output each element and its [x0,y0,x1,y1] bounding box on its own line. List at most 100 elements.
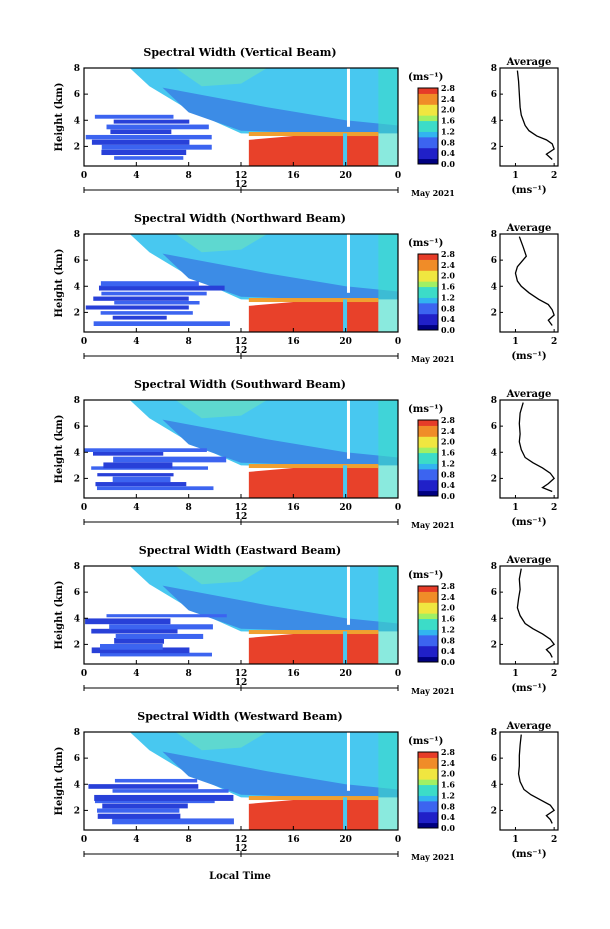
heatmap-orange-edge [248,630,379,635]
x-tick-label: 20 [339,835,352,845]
heatmap-streak [94,798,215,804]
heatmap-upper-highlight [175,732,268,751]
heatmap-streak [97,808,180,813]
x-tick-label: 12 [235,337,248,347]
avg-profile-line [514,236,555,326]
heatmap-red-block [248,797,379,830]
panel-title: Spectral Width (Eastward Beam) [139,544,341,557]
colorbar-band [418,800,438,807]
heatmap-streak [101,291,207,296]
colorbar-band [418,806,438,813]
y-tick-label: 2 [74,640,80,650]
heatmap-streak [112,818,234,825]
colorbar-band [418,645,438,652]
avg-x-tick-label: 1 [512,669,518,679]
avg-y-tick-label: 4 [491,780,497,790]
heatmap-streak [97,813,181,819]
heatmap-streak [100,311,193,315]
colorbar-tick-label: 2.4 [441,260,455,270]
panel-title: Spectral Width (Vertical Beam) [143,46,336,59]
y-axis-label: Height (km) [54,747,65,816]
colorbar-band [418,425,438,432]
heatmap-streak [109,624,213,630]
colorbar-tick-label: 1.2 [441,624,455,634]
panel-title: Spectral Width (Northward Beam) [134,212,346,225]
avg-unit-label: (ms⁻¹) [511,517,546,528]
colorbar-tick-label: 0.8 [441,303,455,313]
x-tick-label: 4 [133,171,139,181]
heatmap-streak [88,784,199,789]
colorbar-tick-label: 2.8 [441,415,455,425]
colorbar-band [418,308,438,315]
y-tick-label: 2 [74,474,80,484]
heatmap-gap [343,797,348,830]
colorbar-tick-label: 2.0 [441,271,455,281]
avg-x-tick-label: 2 [551,669,557,679]
panel-title: Spectral Width (Southward Beam) [134,378,346,391]
y-tick-label: 2 [74,308,80,318]
y-tick-label: 8 [74,64,80,74]
x-tick-label: 20 [339,337,352,347]
heatmap-field [85,566,398,664]
colorbar-tick-label: 0.4 [441,480,455,490]
avg-y-tick-label: 2 [491,474,497,484]
colorbar-band [418,158,438,165]
heatmap-upper-highlight [175,400,268,419]
colorbar-band [418,479,438,486]
colorbar-tick-label: 2.0 [441,769,455,779]
y-tick-label: 6 [74,588,80,598]
colorbar-frame [417,585,439,663]
colorbar-tick-label: 2.8 [441,747,455,757]
colorbar-band [418,490,438,497]
heatmap-streak [94,794,234,801]
x-tick-label: 4 [133,835,139,845]
avg-frame [499,731,559,831]
avg-y-tick-label: 8 [491,728,497,738]
x-tick-label: 16 [287,337,300,347]
avg-title: Average [506,555,552,566]
colorbar-band [418,430,438,437]
colorbar-band [418,768,438,775]
heatmap-streak [110,129,172,135]
y-axis-label: Height (km) [54,83,65,152]
colorbar-tick-label: 1.6 [441,780,455,790]
heatmap-white-gap [346,732,350,791]
heatmap-streak [100,281,199,287]
colorbar-frame [417,87,439,165]
x-tick-label: 0 [395,835,401,845]
avg-title: Average [506,223,552,234]
colorbar-band [418,126,438,132]
y-axis-label: Height (km) [54,415,65,484]
colorbar-band [418,596,438,603]
y-tick-label: 4 [74,448,80,458]
avg-x-tick-label: 1 [512,835,518,845]
panel-0: Spectral Width (Vertical Beam) 2 4 6 8 Height… [54,46,559,198]
colorbar-band [418,640,438,647]
x-tick-label: 16 [287,835,300,845]
panel-1: Spectral Width (Northward Beam) 2 4 6 8 Heigh… [54,212,559,364]
heatmap-streak [115,633,204,639]
colorbar-tick-label: 1.2 [441,126,455,136]
colorbar-tick-label: 0.8 [441,801,455,811]
colorbar-frame [417,253,439,331]
heatmap-field [85,68,398,166]
x-tick-label: 20 [339,669,352,679]
x-tick-label: 0 [395,503,401,513]
heatmap-upper-highlight [175,68,268,87]
panel-4: Spectral Width (Westward Beam) 2 4 6 8 Height… [54,710,559,862]
colorbar-tick-label: 0.8 [441,635,455,645]
colorbar-band [418,319,438,326]
x-tick-label: 20 [339,171,352,181]
heatmap-streak [101,149,187,156]
heatmap-streak [103,462,173,469]
date-marker: 12 [235,678,248,688]
heatmap-streak [102,803,188,809]
avg-y-tick-label: 6 [491,256,497,266]
x-tick-label: 0 [81,337,87,347]
colorbar-band [418,463,438,470]
x-tick-label: 12 [235,835,248,845]
colorbar-tick-label: 1.2 [441,790,455,800]
heatmap-streak [93,321,230,326]
colorbar-band [418,259,438,266]
